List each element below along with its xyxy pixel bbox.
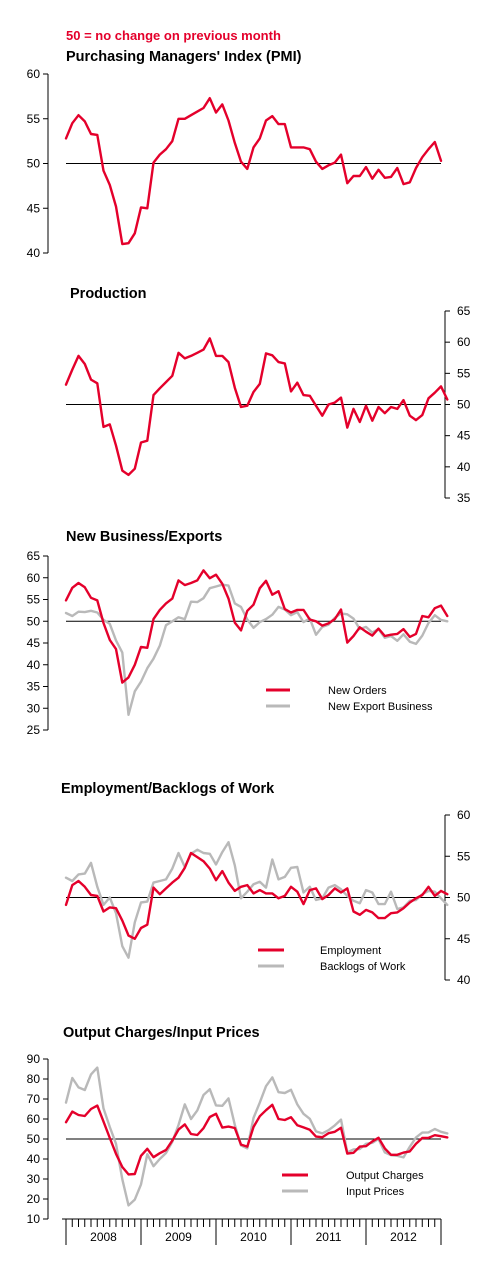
chart-4-legend-label: Backlogs of Work — [320, 961, 406, 973]
chart-4-y-tick-label: 50 — [457, 891, 471, 905]
chart-5-y-tick-label: 50 — [27, 1132, 41, 1146]
chart-1-y-tick-label: 50 — [27, 157, 41, 171]
chart-4-y-tick-label: 40 — [457, 973, 471, 987]
chart-1-y-tick-label: 55 — [27, 112, 41, 126]
chart-3-y-tick-label: 60 — [27, 571, 41, 585]
chart-5-y-tick-label: 80 — [27, 1072, 41, 1086]
chart-3-y-tick-label: 25 — [27, 723, 41, 737]
chart-1-y-tick-label: 60 — [27, 67, 41, 81]
chart-3-y-tick-label: 50 — [27, 614, 41, 628]
chart-5-y-tick-label: 40 — [27, 1152, 41, 1166]
chart-3-series-new-export-business — [64, 583, 449, 716]
chart-2-y-tick-label: 55 — [457, 366, 471, 380]
chart-4-y-tick-label: 60 — [457, 808, 471, 822]
chart-5-legend-label: Output Charges — [346, 1170, 424, 1182]
chart-2-y-tick-label: 60 — [457, 335, 471, 349]
chart-5-y-tick-label: 30 — [27, 1172, 41, 1186]
chart-5-series-input-prices — [64, 1066, 449, 1207]
chart-4-y-tick-label: 45 — [457, 932, 471, 946]
chart-1-title: Purchasing Managers' Index (PMI) — [66, 49, 302, 65]
chart-5-series-output-charges — [64, 1103, 449, 1176]
chart-4-series-employment — [64, 851, 449, 940]
chart-4-series-backlogs-of-work — [64, 841, 449, 959]
chart-3-legend-label: New Export Business — [328, 701, 433, 713]
chart-5-y-tick-label: 90 — [27, 1052, 41, 1066]
x-year-label: 2009 — [165, 1230, 192, 1244]
chart-1-y-tick-label: 40 — [27, 246, 41, 260]
chart-3-y-tick-label: 30 — [27, 701, 41, 715]
x-year-label: 2010 — [240, 1230, 267, 1244]
chart-3-series-new-orders — [64, 569, 449, 684]
chart-3-title: New Business/Exports — [66, 529, 222, 545]
chart-5-legend-label: Input Prices — [346, 1186, 405, 1198]
chart-note: 50 = no change on previous month — [66, 28, 281, 43]
chart-4-legend-label: Employment — [320, 945, 381, 957]
chart-2-y-tick-label: 45 — [457, 429, 471, 443]
chart-3-y-tick-label: 35 — [27, 680, 41, 694]
chart-3-y-tick-label: 55 — [27, 593, 41, 607]
chart-5-y-tick-label: 70 — [27, 1092, 41, 1106]
x-year-label: 2008 — [90, 1230, 117, 1244]
chart-5-y-tick-label: 20 — [27, 1192, 41, 1206]
chart-3-y-tick-label: 40 — [27, 658, 41, 672]
chart-2-y-tick-label: 40 — [457, 460, 471, 474]
x-year-label: 2012 — [390, 1230, 417, 1244]
chart-5-y-tick-label: 10 — [27, 1212, 41, 1226]
chart-4-y-tick-label: 55 — [457, 849, 471, 863]
chart-3-y-tick-label: 65 — [27, 549, 41, 563]
chart-2-series-line — [64, 337, 449, 477]
chart-5-title: Output Charges/Input Prices — [63, 1025, 260, 1041]
chart-5-y-tick-label: 60 — [27, 1112, 41, 1126]
chart-1-y-tick-label: 45 — [27, 201, 41, 215]
chart-2-y-tick-label: 65 — [457, 304, 471, 318]
chart-3-legend-label: New Orders — [328, 685, 387, 697]
chart-2-y-tick-label: 35 — [457, 491, 471, 505]
chart-2-title: Production — [70, 286, 147, 302]
chart-4-title: Employment/Backlogs of Work — [61, 781, 275, 797]
chart-3-y-tick-label: 45 — [27, 636, 41, 650]
chart-1-series-line — [64, 96, 443, 246]
x-year-label: 2011 — [316, 1230, 342, 1244]
chart-2-y-tick-label: 50 — [457, 398, 471, 412]
